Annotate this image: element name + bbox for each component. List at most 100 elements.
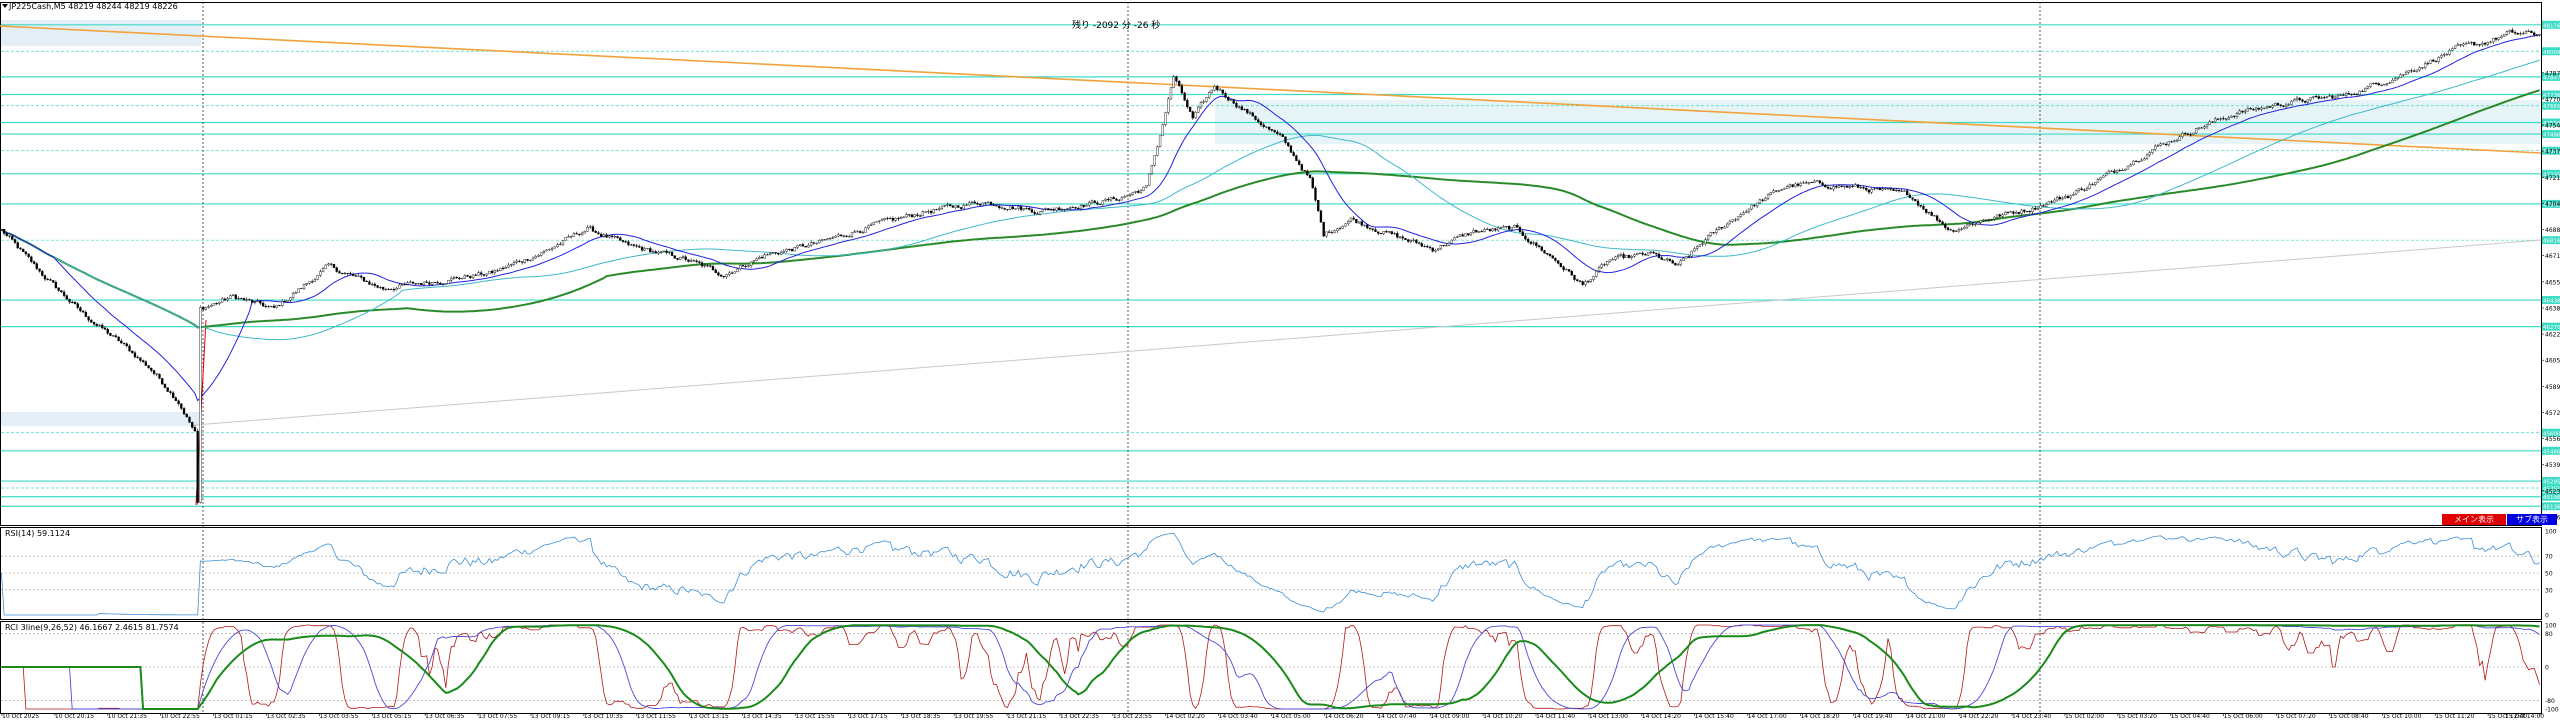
candle-body [2085,188,2089,191]
candle-body [1000,207,1004,209]
level-tag: 47045 [2543,202,2560,208]
rci-tick-label: -100 [2545,707,2559,714]
candle-body [1180,85,1184,94]
x-tick-label: 15 Oct 07:20 [2277,713,2316,720]
candle-body [1985,219,1988,221]
x-tick-label: 14 Oct 17:00 [1748,713,1787,720]
candle-body [2072,193,2075,196]
candle-body [1622,254,1625,259]
candle-body [2519,33,2522,35]
candle-body [161,378,164,385]
candle-body [2088,184,2091,189]
candle-body [1014,208,1017,210]
candle-body [1837,185,1841,188]
candle-body [152,370,156,374]
candle-body [414,283,417,285]
candle-body [469,276,472,279]
candle-body [62,291,66,296]
candle-body [109,333,112,336]
candle-body [2274,103,2277,106]
candle-body [1854,184,1857,187]
candle-body [2434,61,2438,63]
level-tag: 45600 [2543,431,2560,437]
candle-body [234,294,237,299]
candle-body [1862,187,1865,189]
candle-body [2159,143,2162,146]
moving-averages [0,34,2540,402]
sub-display-button[interactable]: サブ表示 [2507,514,2557,525]
candle-body [335,267,338,272]
candle-body [1458,234,1462,237]
candle-body [1821,182,1824,186]
level-tag-bg [2542,322,2560,331]
candle-body [962,204,965,209]
candle-body [1303,170,1306,172]
candle-body [2407,70,2410,73]
candle-body [640,246,644,251]
candle-body [1243,109,1246,111]
candle-body [201,307,205,310]
candle-body [1169,87,1173,100]
x-tick-label: 13 Oct 21:15 [1007,713,1046,720]
candle-body [2050,201,2053,203]
candle-body [976,202,979,205]
candle-body [744,265,747,268]
candle-body [1775,190,1778,192]
candle-body [1161,124,1164,136]
candle-body [1753,204,1756,207]
candle-body [82,310,85,313]
candle-body [444,283,447,285]
candle-body [2222,118,2225,120]
candle-body [2483,43,2487,45]
candle-body [1507,226,1511,230]
candle-body [570,236,573,238]
candle-body [1597,267,1601,272]
candle-body [133,352,137,358]
candle-body [103,327,107,330]
candle-body [297,288,300,293]
main-panel-frame [0,2,2542,526]
candle-body [1764,197,1767,201]
candle-body [2194,128,2198,134]
x-tick-label: 13 Oct 13:15 [690,713,729,720]
candle-body [46,278,49,280]
candle-body [679,257,682,260]
candle-body [1878,188,1882,191]
candle-body [1426,245,1429,248]
candle-body [809,242,813,246]
candle-body [1464,233,1467,237]
main-display-button[interactable]: メイン表示 [2442,514,2506,525]
candle-body [144,361,148,366]
candle-body [662,250,666,253]
candle-body [141,360,145,362]
candle-body [2064,196,2067,199]
candle-body [769,253,772,255]
candle-body [2527,30,2530,32]
rci-long-line [1,624,2540,710]
candle-body [1167,98,1170,113]
candle-body [242,298,246,301]
menu-triangle-icon[interactable] [2,4,8,8]
candle-body [1254,115,1257,120]
candle-body [1077,208,1080,210]
candle-body [815,242,818,244]
candle-body [447,280,450,284]
candle-body [1576,279,1579,281]
y-tick-label: 46883 [2545,227,2560,234]
candle-body [122,342,126,344]
candle-body [948,204,952,207]
candle-body [2535,34,2539,36]
candle-body [1486,228,1489,230]
candle-body [957,205,960,208]
candle-body [177,400,180,405]
candle-body [1603,264,1606,266]
candle-body [515,260,518,263]
candle-body [379,287,382,289]
y-tick-label: 46718 [2545,253,2560,260]
candle-body [2094,182,2097,185]
candle-body [2481,43,2484,46]
candle-body [989,201,993,205]
candle-body [2012,211,2015,214]
candle-body [1865,187,1868,191]
